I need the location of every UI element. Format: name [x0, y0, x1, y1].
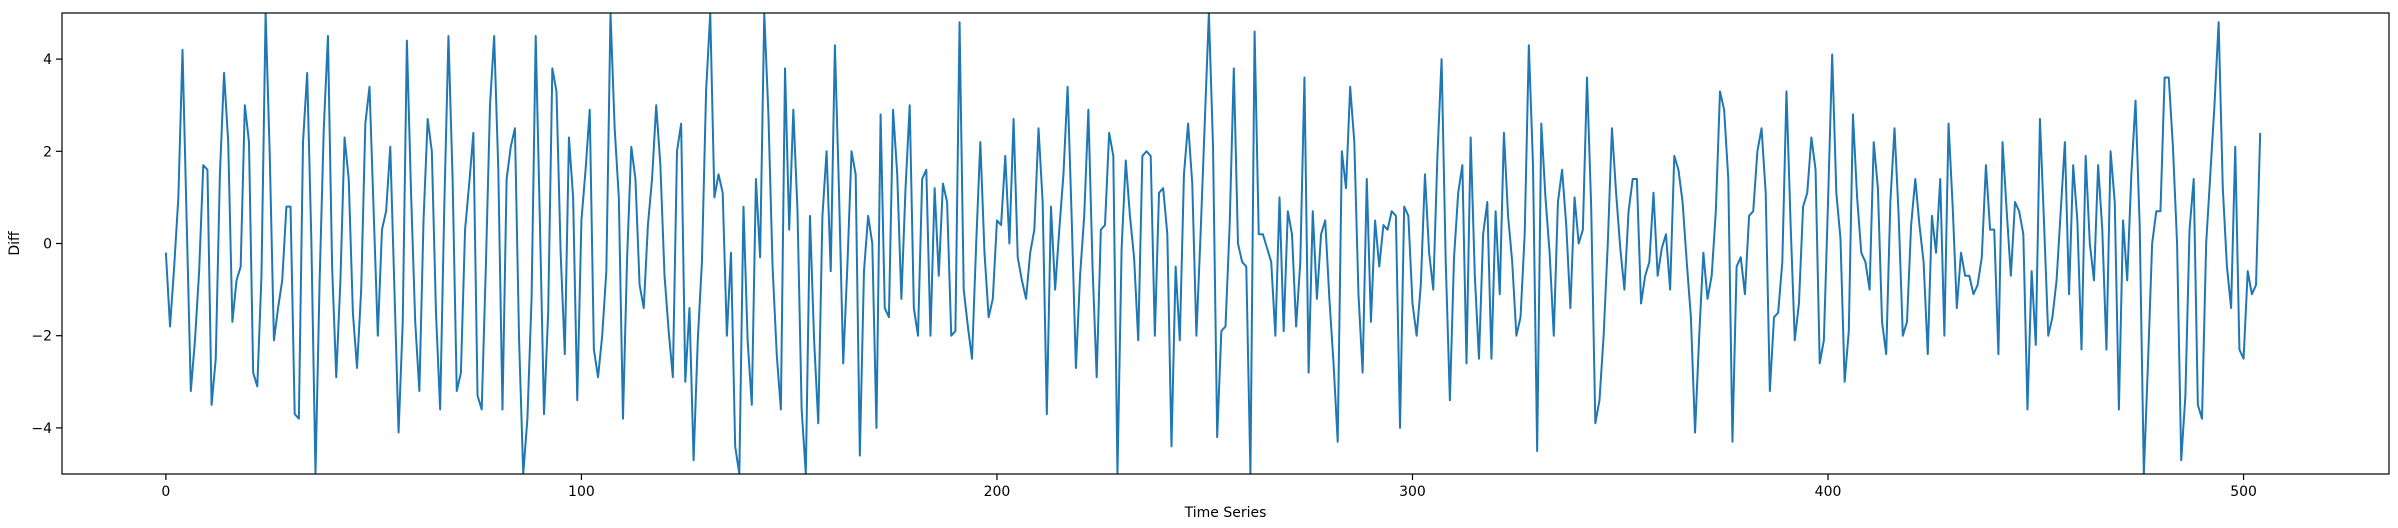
- y-tick-label: 0: [43, 237, 52, 253]
- y-tick-label: 4: [43, 52, 52, 68]
- x-tick-label: 400: [1815, 484, 1842, 500]
- axes-frame: [61, 12, 2390, 475]
- y-axis-ticks: −4 −2 0 2 4: [31, 52, 62, 437]
- x-axis-ticks: 0 100 200 300 400 500: [161, 474, 2257, 500]
- y-axis-label: Diff: [7, 231, 23, 256]
- x-tick-label: 300: [1399, 484, 1426, 500]
- y-tick-label: −2: [31, 329, 52, 345]
- x-axis-label: Time Series: [1184, 505, 1267, 521]
- series-line-0: [164, 13, 2262, 474]
- axes-spines: [61, 12, 2390, 475]
- x-tick-label: 500: [2230, 484, 2257, 500]
- plot-area: [164, 13, 2262, 474]
- y-tick-label: 2: [43, 144, 52, 160]
- x-tick-label: 100: [568, 484, 595, 500]
- x-tick-label: 200: [984, 484, 1011, 500]
- x-tick-label: 0: [161, 484, 170, 500]
- y-tick-label: −4: [31, 421, 52, 437]
